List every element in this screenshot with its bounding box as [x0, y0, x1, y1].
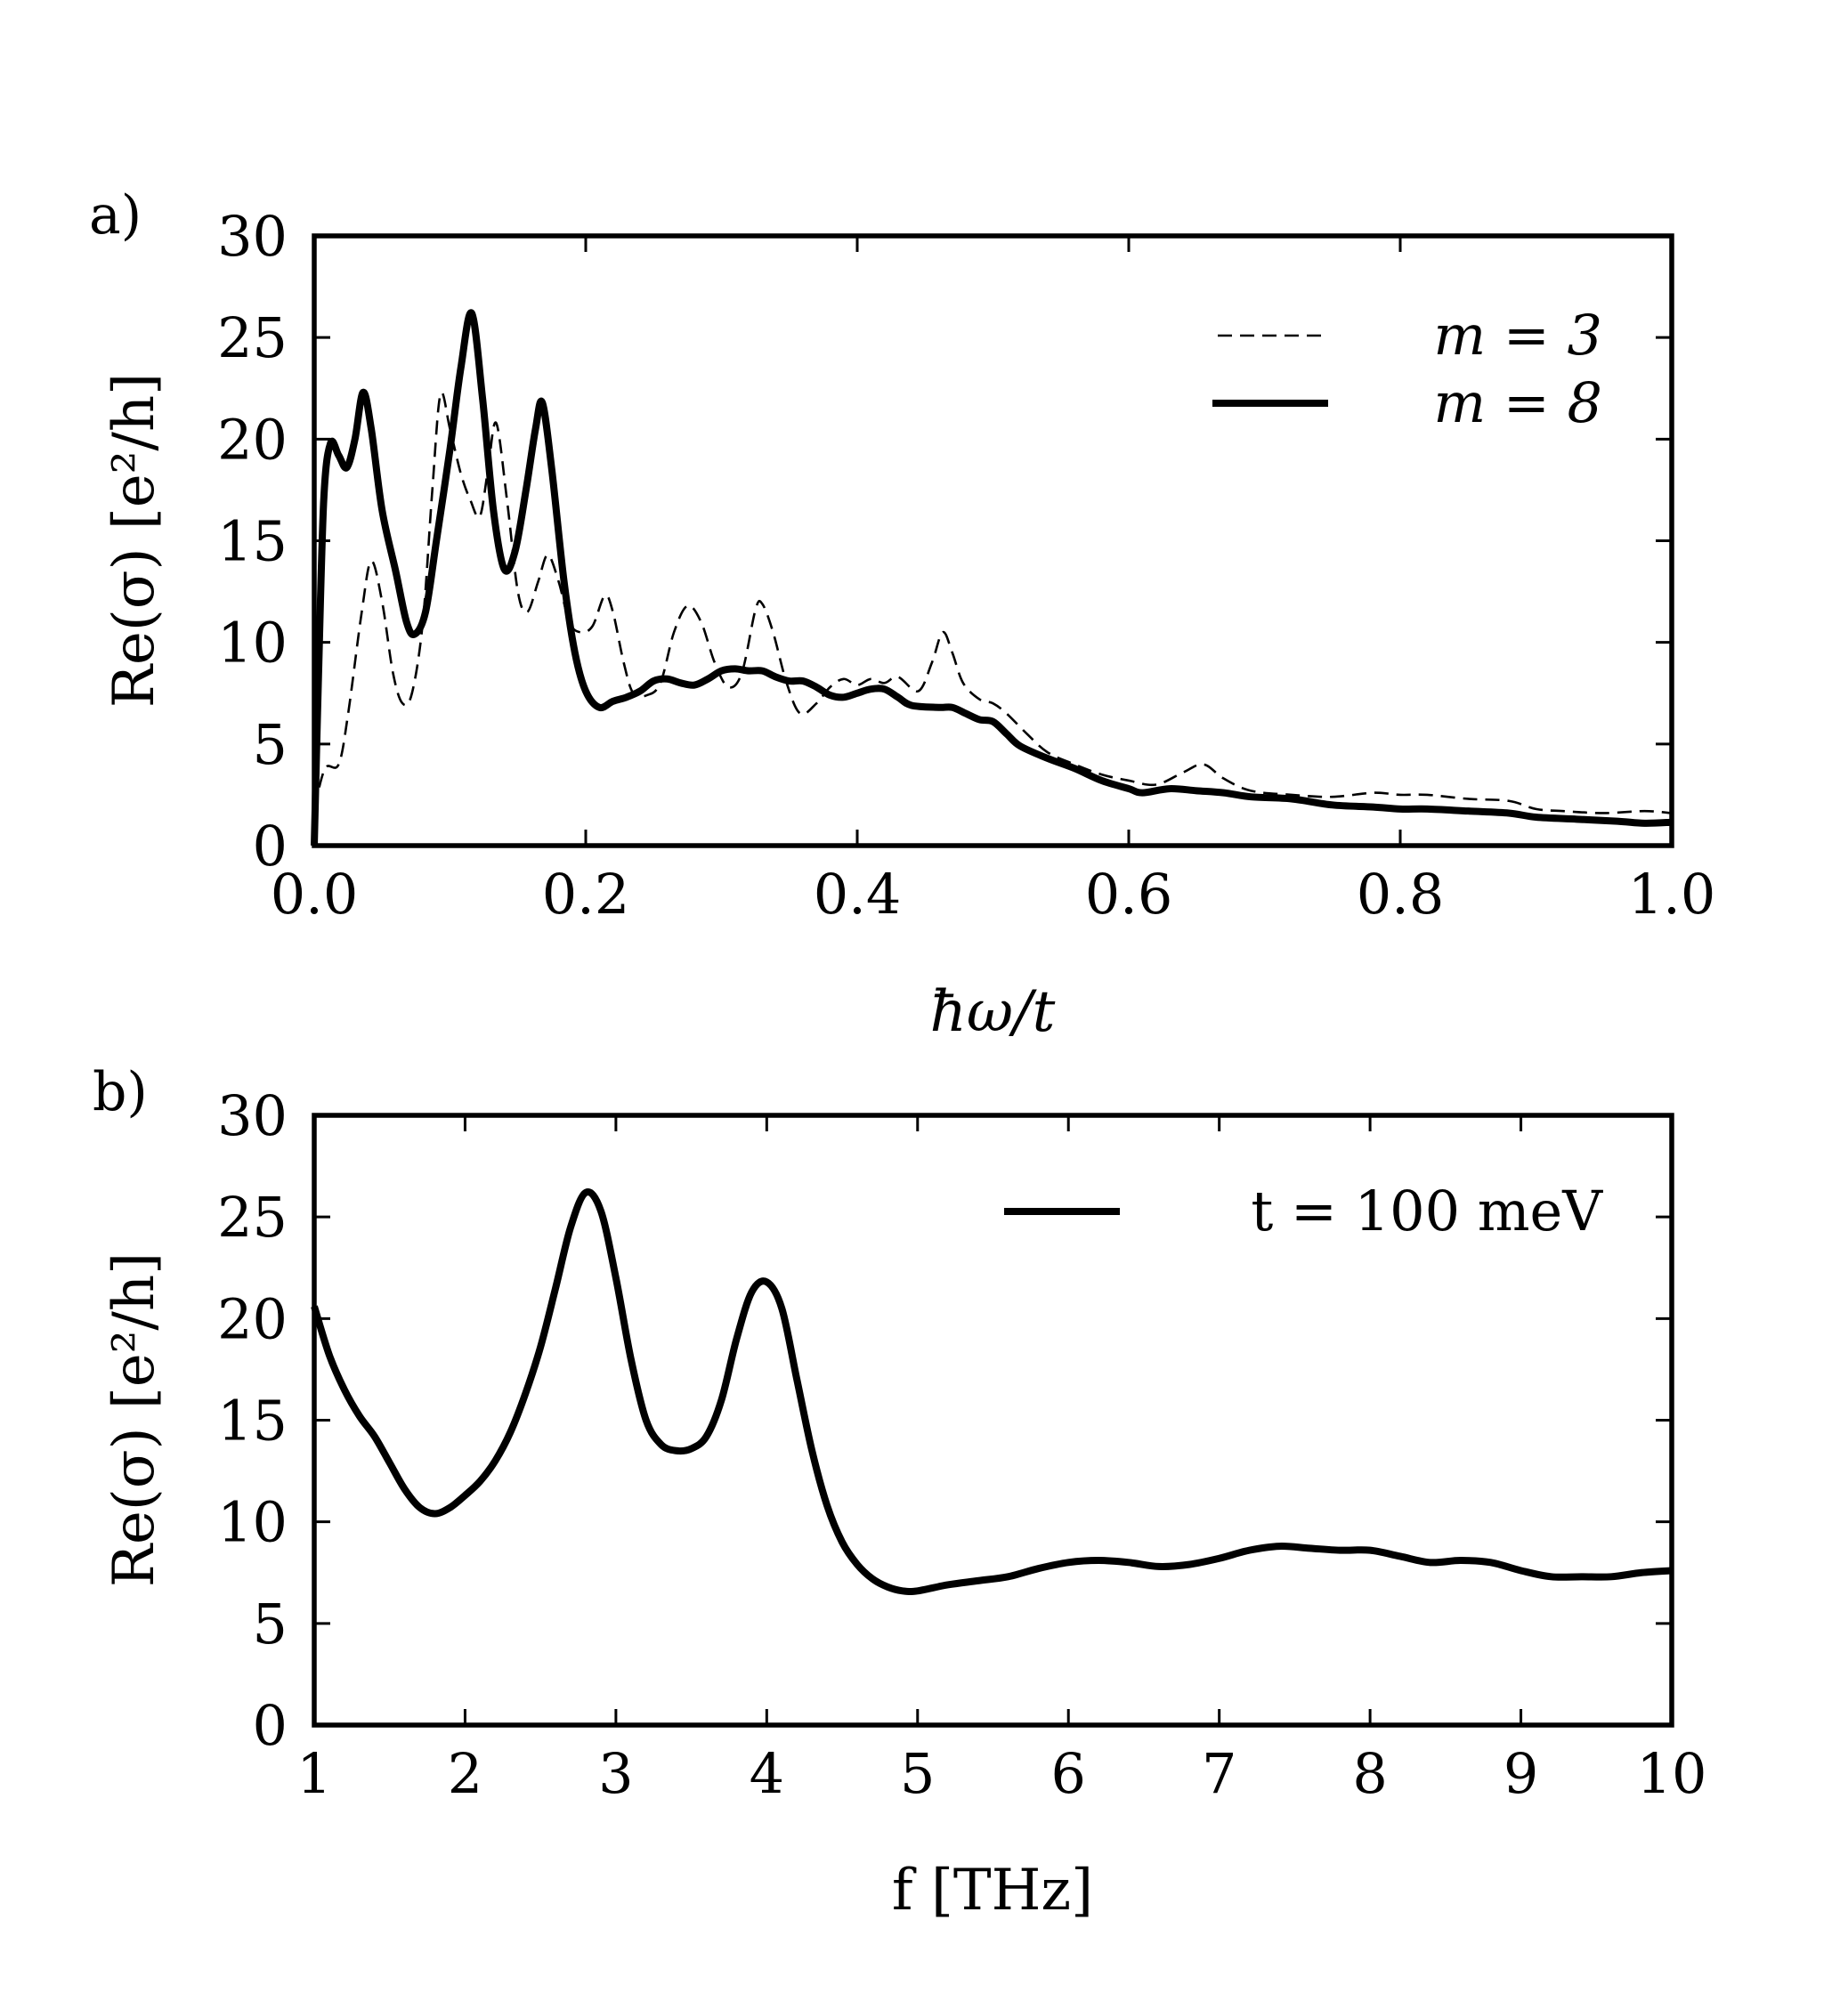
panel-a-label: a) — [89, 184, 142, 247]
y-tick-label: 0 — [253, 814, 288, 879]
legend-label-m3: m = 3 — [1433, 303, 1602, 368]
x-tick-label: 0.2 — [542, 862, 630, 927]
x-tick-label: 0.4 — [814, 862, 902, 927]
x-tick-label: 0.6 — [1085, 862, 1173, 927]
panel-a-tick-labels: 0.0 0.2 0.4 0.6 0.8 1.0 0 5 10 15 20 25 30 — [217, 204, 1715, 927]
y-tick-label: 5 — [253, 712, 288, 777]
panel-b-frame — [312, 1113, 1674, 1728]
y-tick-label: 10 — [217, 611, 288, 676]
y-tick-label: 10 — [217, 1490, 288, 1555]
x-tick-label: 0.8 — [1357, 862, 1445, 927]
panel-b-legend: t = 100 meV — [1004, 1179, 1603, 1244]
x-tick-label: 5 — [900, 1741, 935, 1806]
series-line-m8 — [311, 309, 1673, 847]
x-tick-label: 4 — [750, 1741, 784, 1806]
series-line-m3 — [312, 391, 1673, 814]
panel-a-x-axis-label: ħω/t — [930, 979, 1056, 1045]
y-tick-label: 15 — [217, 509, 288, 574]
x-tick-label: 0.0 — [271, 862, 359, 927]
y-tick-label: 0 — [253, 1693, 288, 1758]
legend-label-m8: m = 8 — [1433, 370, 1602, 435]
panel-a-y-axis-label: Re(σ) [e²/h] — [101, 373, 167, 708]
panel-b-tick-labels: 1 2 3 4 5 6 7 8 9 10 0 5 10 15 20 25 30 — [217, 1083, 1706, 1806]
y-tick-label: 25 — [217, 1185, 288, 1250]
y-tick-label: 30 — [217, 1083, 288, 1148]
x-tick-label: 10 — [1637, 1741, 1707, 1806]
y-tick-label: 5 — [253, 1592, 288, 1657]
panel-b-series-t100 — [311, 1188, 1673, 1596]
panel-a-legend: m = 3 m = 8 — [1212, 303, 1602, 435]
y-tick-label: 25 — [217, 305, 288, 370]
panel-a-frame — [312, 233, 1674, 848]
panel-b-label: b) — [93, 1061, 148, 1123]
y-tick-label: 15 — [217, 1389, 288, 1454]
series-line-t100 — [311, 1188, 1673, 1596]
panel-b-y-axis-label: Re(σ) [e²/h] — [101, 1252, 167, 1587]
y-tick-label: 20 — [217, 407, 288, 472]
panel-a: a) 0.0 0.2 0.4 0.6 0.8 1.0 0 5 10 15 20 25 30 m = 3 … — [89, 184, 1715, 1045]
x-tick-label: 3 — [598, 1741, 633, 1806]
x-tick-label: 6 — [1050, 1741, 1085, 1806]
x-tick-label: 9 — [1504, 1741, 1538, 1806]
panel-a-series-m8 — [311, 309, 1673, 847]
panel-b-x-axis-label: f [THz] — [892, 1858, 1093, 1924]
y-tick-label: 20 — [217, 1286, 288, 1351]
panel-a-series-m3 — [312, 391, 1673, 814]
x-tick-label: 2 — [448, 1741, 482, 1806]
x-tick-label: 1.0 — [1628, 862, 1716, 927]
x-tick-label: 8 — [1352, 1741, 1387, 1806]
x-tick-label: 1 — [296, 1741, 331, 1806]
legend-label-t100: t = 100 meV — [1251, 1179, 1603, 1244]
y-tick-label: 30 — [217, 204, 288, 269]
panel-b: b) 1 2 3 4 5 6 7 8 9 10 0 5 10 15 20 25 30 t = 100 meV f… — [93, 1061, 1706, 1924]
x-tick-label: 7 — [1202, 1741, 1236, 1806]
